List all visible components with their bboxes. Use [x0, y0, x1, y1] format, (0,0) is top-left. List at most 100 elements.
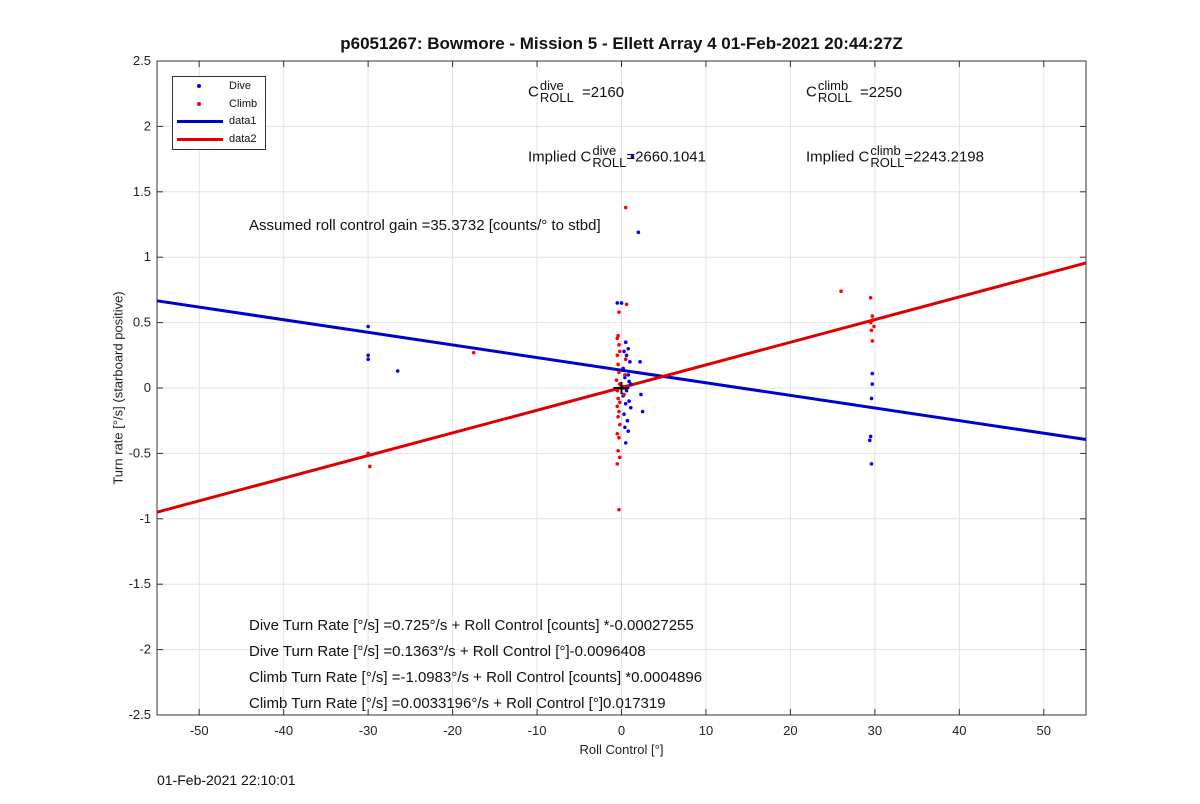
equation-climb-counts: Climb Turn Rate [°/s] =-1.0983°/s + Roll… — [249, 669, 703, 686]
point-dive — [366, 324, 370, 329]
gain-annotation: Assumed roll control gain =35.3732 [coun… — [249, 217, 601, 234]
point-dive — [623, 375, 627, 380]
x-axis-label: Roll Control [°] — [579, 742, 664, 757]
legend-climb-label: Climb — [229, 98, 258, 110]
c-climb-sup: climb — [817, 78, 849, 93]
point-dive — [627, 399, 631, 403]
point-dive — [622, 412, 626, 416]
point-climb — [617, 343, 621, 347]
implied-dive-prefix: Implied C — [528, 148, 592, 166]
implied-climb-prefix: Implied C — [806, 148, 870, 166]
point-climb — [615, 353, 620, 358]
legend-dive-marker — [197, 84, 201, 88]
point-dive — [624, 388, 629, 393]
point-dive — [627, 379, 631, 384]
point-climb — [366, 451, 370, 456]
point-climb — [615, 388, 620, 393]
legend-dive-label: Dive — [229, 80, 252, 92]
x-tick-label: 10 — [699, 723, 713, 738]
y-axis-label: Turn rate [°/s] (starboard positive) — [110, 291, 126, 485]
legend-item-data1: data1 — [173, 114, 265, 130]
point-dive — [628, 405, 633, 410]
point-dive — [867, 438, 872, 443]
point-climb — [869, 328, 874, 333]
point-climb — [839, 289, 843, 294]
point-climb — [616, 414, 620, 419]
point-climb — [617, 507, 621, 512]
fit-line-data1 — [156, 299, 1087, 442]
point-climb — [614, 378, 619, 382]
legend-data1-line — [177, 120, 223, 123]
point-climb — [617, 409, 621, 414]
point-climb — [623, 357, 628, 362]
point-climb — [615, 404, 620, 409]
y-tick-label: 0 — [144, 380, 151, 395]
point-climb — [617, 370, 621, 375]
point-climb — [872, 324, 876, 329]
implied-dive-sup: dive — [592, 143, 617, 158]
implied-climb-sub: ROLL — [870, 155, 905, 170]
point-dive — [623, 425, 627, 430]
point-climb — [615, 431, 620, 436]
point-climb — [616, 396, 620, 401]
data-points — [366, 154, 876, 512]
axes — [156, 60, 1087, 716]
point-dive — [628, 382, 633, 386]
legend: Dive Climb data1 data2 — [172, 76, 266, 150]
y-tick-label: 1 — [144, 249, 151, 264]
point-climb — [368, 464, 372, 469]
point-dive — [619, 301, 624, 305]
x-tick-label: -30 — [359, 723, 378, 738]
x-tick-label: -20 — [443, 723, 462, 738]
point-dive — [626, 373, 631, 377]
implied-climb-sup: climb — [870, 143, 901, 158]
point-climb — [618, 400, 622, 405]
c-climb-value: =2250 — [859, 83, 903, 101]
point-dive — [639, 392, 643, 397]
point-dive — [395, 369, 400, 373]
point-climb — [623, 205, 628, 210]
point-climb — [471, 350, 476, 355]
y-tick-label: -0.5 — [129, 445, 151, 460]
y-tick-label: 0.5 — [133, 315, 151, 330]
point-climb — [623, 373, 627, 377]
point-dive — [366, 357, 370, 362]
legend-item-climb: Climb — [173, 97, 265, 113]
point-climb — [870, 314, 875, 318]
y-tick-label: 2.5 — [133, 53, 151, 68]
c-climb-letter: C — [806, 83, 817, 101]
c-dive-letter: C — [528, 83, 539, 101]
y-tick-label: -2 — [139, 642, 151, 657]
point-dive — [622, 349, 626, 354]
x-tick-label: 20 — [783, 723, 797, 738]
axes-box — [156, 60, 1087, 716]
legend-climb-marker — [197, 102, 201, 106]
point-climb — [615, 462, 620, 466]
x-tick-label: 50 — [1037, 723, 1051, 738]
point-climb — [618, 349, 622, 354]
point-climb — [622, 392, 626, 397]
legend-item-dive: Dive — [173, 79, 265, 95]
point-climb — [615, 336, 620, 341]
point-dive — [623, 441, 628, 445]
c-climb-sub: ROLL — [817, 90, 852, 105]
point-dive — [615, 301, 620, 305]
footer-timestamp: 01-Feb-2021 22:10:01 — [157, 772, 296, 788]
point-dive — [870, 382, 875, 386]
implied-dive-value: =2660.1041 — [626, 148, 706, 166]
point-dive — [869, 462, 874, 466]
point-dive — [624, 353, 629, 358]
legend-data2-label: data2 — [229, 133, 257, 145]
tick-labels: -50 -40 -30 -20 -10 0 10 20 30 40 50-2.5-2-1.5-1-0… — [129, 53, 1051, 738]
point-dive — [869, 396, 874, 401]
point-dive — [630, 154, 635, 159]
x-tick-label: -50 — [190, 723, 209, 738]
point-climb — [617, 435, 621, 440]
y-tick-label: 2 — [144, 118, 151, 133]
point-climb — [618, 455, 622, 460]
point-climb — [617, 310, 621, 314]
point-climb — [616, 448, 620, 453]
point-climb — [868, 320, 873, 325]
